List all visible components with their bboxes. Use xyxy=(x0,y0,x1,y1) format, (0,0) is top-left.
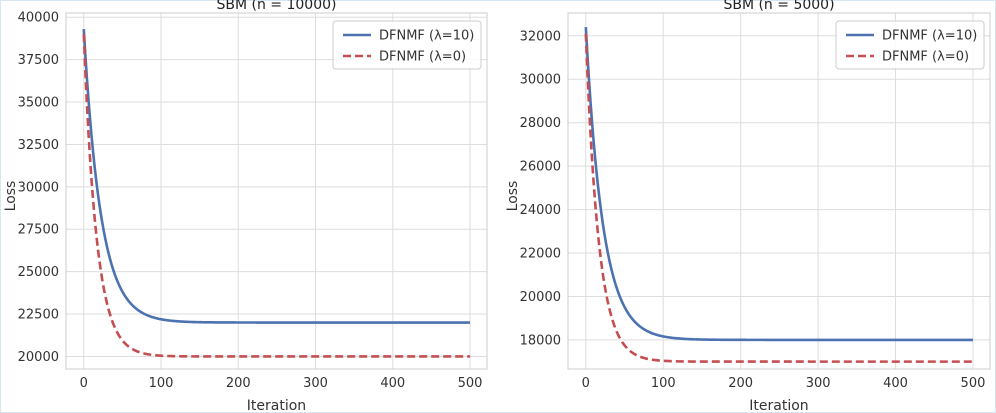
y-tick-label: 26000 xyxy=(520,160,561,175)
y-tick-label: 22500 xyxy=(18,308,59,323)
y-tick-label: 30000 xyxy=(18,180,59,195)
x-tick-label: 500 xyxy=(458,376,483,391)
chart-title: SBM (n = 10000) xyxy=(217,0,337,13)
x-tick-label: 500 xyxy=(961,376,986,391)
axes-frame xyxy=(65,12,488,370)
chart-panel-2: 0 100 200 300 400 500 18000 20000 22000 24000 2600… xyxy=(505,0,991,413)
y-tick-label: 32500 xyxy=(18,138,59,153)
x-tick-label: 300 xyxy=(806,376,831,391)
y-tick-label: 27500 xyxy=(18,223,59,238)
x-axis-label: Iteration xyxy=(749,398,808,413)
legend: DFNMF (λ=10) DFNMF (λ=0) xyxy=(835,20,985,70)
legend: DFNMF (λ=10) DFNMF (λ=0) xyxy=(332,20,482,70)
y-tick-label: 20000 xyxy=(520,290,561,305)
plot-area xyxy=(568,13,990,369)
y-tick-label: 24000 xyxy=(520,203,561,218)
x-tick-label: 300 xyxy=(303,376,328,391)
x-tick-label: 200 xyxy=(728,376,753,391)
series-line-1 xyxy=(82,29,471,324)
series-line-2 xyxy=(82,34,471,358)
x-tick-label: 100 xyxy=(149,376,174,391)
chart-title: SBM (n = 5000) xyxy=(723,0,834,13)
y-tick-label: 32000 xyxy=(520,29,561,44)
y-tick-label: 40000 xyxy=(18,11,59,26)
x-axis-label: Iteration xyxy=(247,398,306,413)
y-tick-label: 22000 xyxy=(520,247,561,262)
series-line-1 xyxy=(584,27,973,342)
y-tick-label: 28000 xyxy=(520,116,561,131)
legend-entry: DFNMF (λ=0) xyxy=(379,50,466,65)
y-tick-label: 35000 xyxy=(18,96,59,111)
x-tick-label: 100 xyxy=(651,376,676,391)
y-tick-label: 25000 xyxy=(18,265,59,280)
x-tick-label: 400 xyxy=(883,376,908,391)
axes-frame xyxy=(567,12,991,370)
legend-entry: DFNMF (λ=0) xyxy=(882,50,969,65)
x-tick-label: 0 xyxy=(582,376,590,391)
y-axis-label: Loss xyxy=(3,181,19,212)
y-tick-label: 30000 xyxy=(520,73,561,88)
y-tick-label: 37500 xyxy=(18,53,59,68)
y-tick-label: 20000 xyxy=(18,350,59,365)
legend-entry: DFNMF (λ=10) xyxy=(379,29,474,44)
series-line-2 xyxy=(584,33,973,363)
y-tick-label: 18000 xyxy=(520,333,561,348)
chart-panel-1: 0 100 200 300 400 500 20000 22500 25000 27500 3000… xyxy=(3,0,488,413)
x-tick-label: 200 xyxy=(226,376,251,391)
y-axis-label: Loss xyxy=(505,181,521,212)
x-tick-label: 400 xyxy=(380,376,405,391)
x-tick-label: 0 xyxy=(80,376,88,391)
legend-entry: DFNMF (λ=10) xyxy=(882,29,977,44)
